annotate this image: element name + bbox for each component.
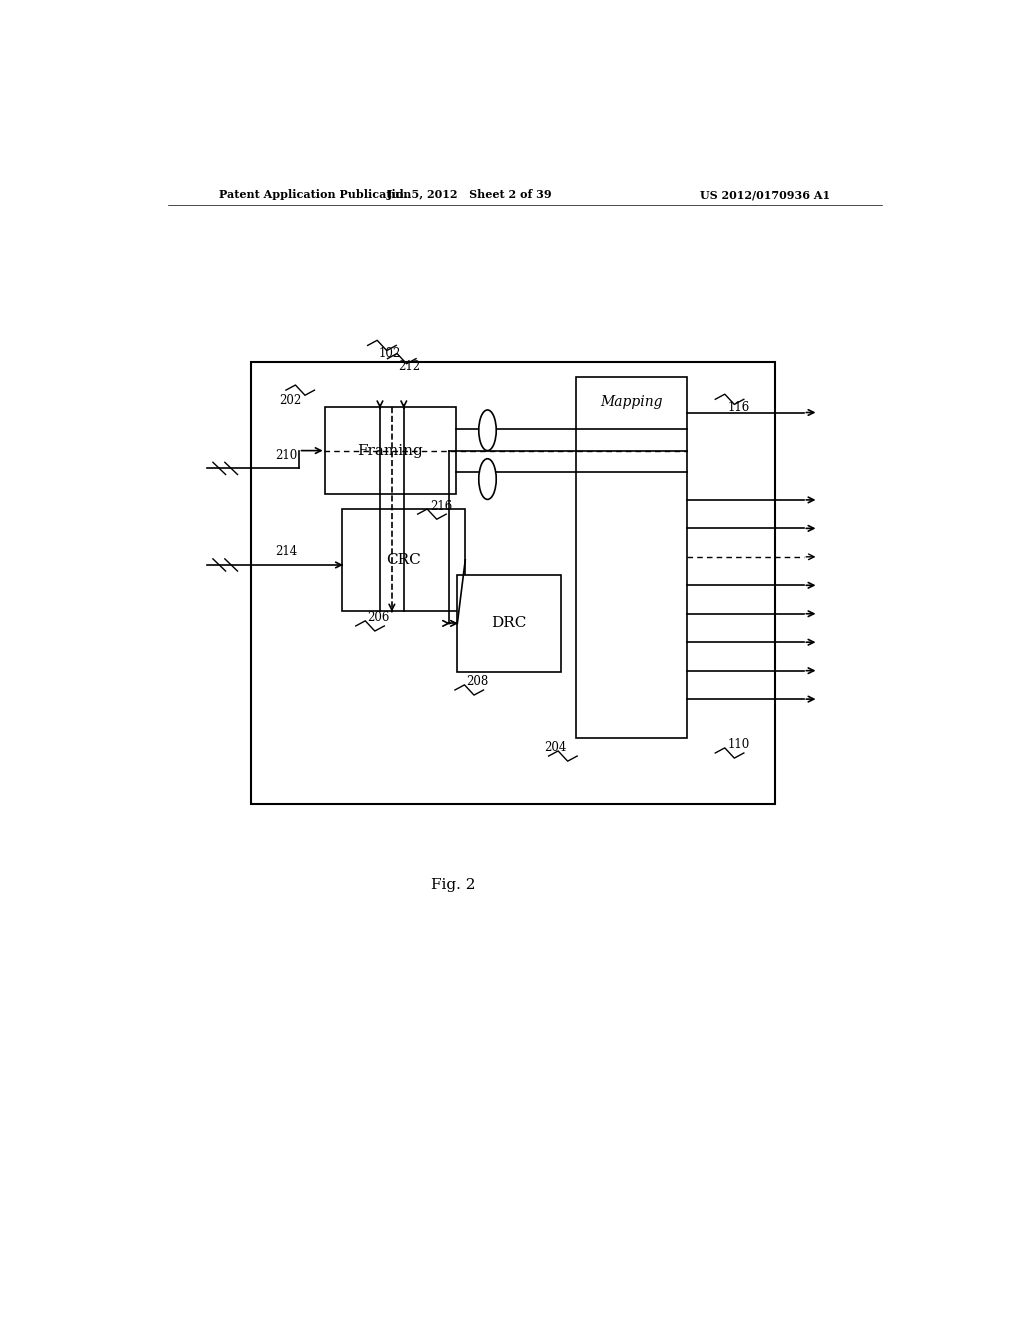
Text: Mapping: Mapping (601, 395, 664, 409)
Text: Fig. 2: Fig. 2 (431, 878, 475, 892)
Text: Patent Application Publication: Patent Application Publication (219, 190, 412, 201)
Text: DRC: DRC (492, 616, 526, 631)
Bar (342, 510, 465, 611)
Text: US 2012/0170936 A1: US 2012/0170936 A1 (700, 190, 830, 201)
Text: 202: 202 (280, 393, 302, 407)
Text: 210: 210 (275, 449, 298, 462)
Text: 102: 102 (379, 347, 401, 360)
Text: Jul. 5, 2012   Sheet 2 of 39: Jul. 5, 2012 Sheet 2 of 39 (386, 190, 552, 201)
Ellipse shape (479, 459, 497, 499)
Text: CRC: CRC (386, 553, 421, 566)
Bar (458, 576, 560, 672)
Text: 216: 216 (430, 499, 453, 512)
Text: 206: 206 (367, 611, 389, 624)
Ellipse shape (479, 411, 497, 450)
Text: 110: 110 (728, 738, 751, 751)
Bar (251, 362, 775, 804)
Bar (325, 408, 456, 494)
Text: Framing: Framing (357, 444, 423, 458)
Text: 204: 204 (544, 742, 566, 755)
Bar (577, 378, 687, 738)
Text: 116: 116 (728, 401, 751, 414)
Text: 208: 208 (466, 676, 488, 688)
Text: 212: 212 (398, 360, 421, 374)
Text: 214: 214 (275, 545, 298, 558)
